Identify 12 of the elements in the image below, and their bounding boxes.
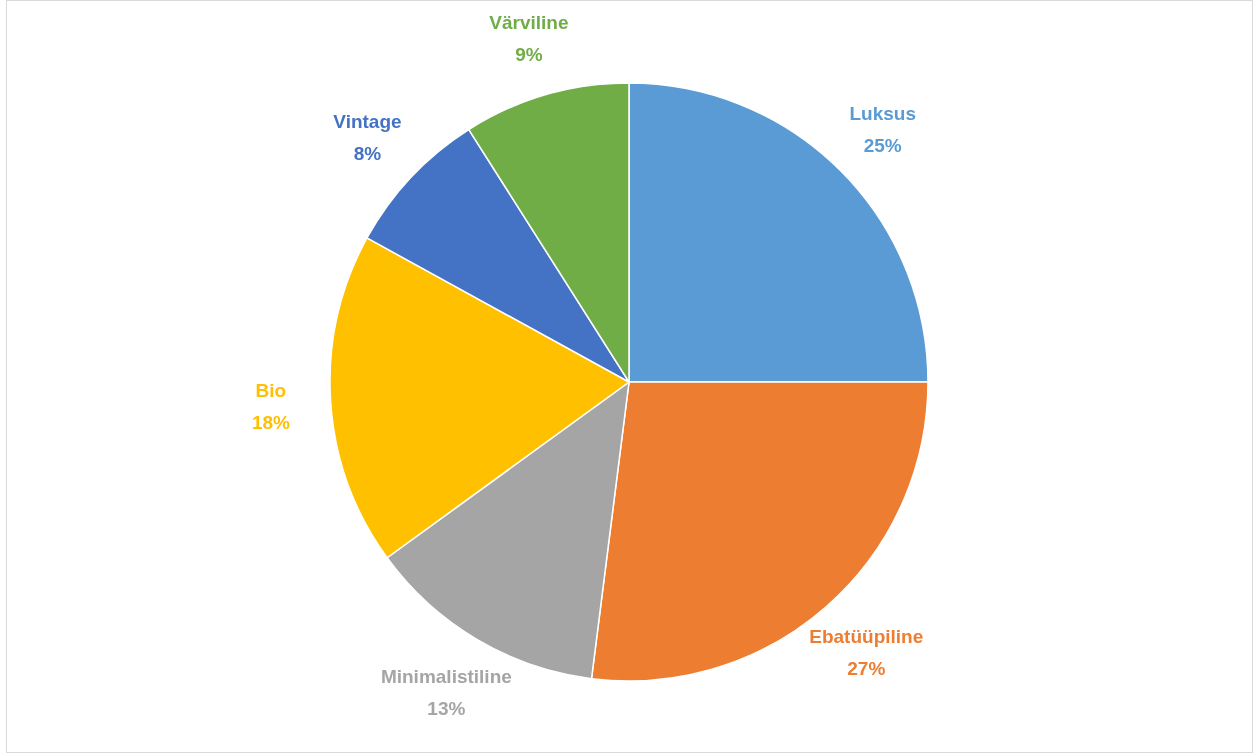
data-label: 18% <box>251 411 291 433</box>
slice-label: Bio <box>255 379 287 401</box>
data-label: 9% <box>515 44 543 66</box>
slice-label: Ebatüüpiline <box>809 626 924 648</box>
slice-label: Minimalistiline <box>380 665 512 687</box>
data-label: 13% <box>427 697 466 719</box>
slice-label: Vintage <box>333 111 402 133</box>
data-label: 27% <box>847 658 886 680</box>
slice-label: Värviline <box>489 12 569 34</box>
data-label: 8% <box>353 143 382 165</box>
data-label: 25% <box>863 135 902 157</box>
slice-label: Luksus <box>849 103 916 125</box>
